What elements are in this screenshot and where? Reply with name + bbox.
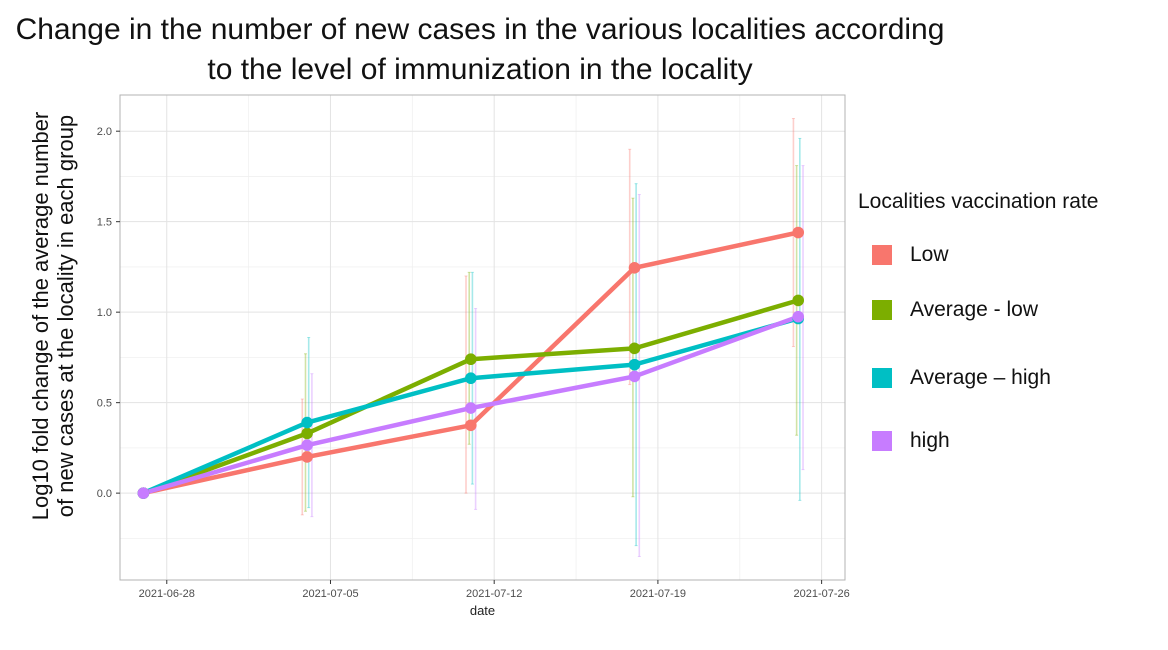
- legend-title: Localities vaccination rate: [858, 190, 1099, 213]
- y-tick-label: 1.0: [97, 307, 112, 319]
- legend-item-average-low: Average - low: [872, 298, 1038, 322]
- data-point-average-low: [465, 353, 477, 366]
- data-points: [137, 226, 805, 499]
- data-point-average-low: [792, 294, 805, 307]
- data-point-average-low: [301, 427, 313, 440]
- data-point-average-high: [301, 416, 313, 429]
- data-point-average-low: [628, 342, 641, 355]
- plot-panel-border: [119, 94, 846, 581]
- grid: [120, 95, 845, 580]
- data-point-average-high: [628, 358, 641, 371]
- data-point-low: [301, 451, 313, 463]
- x-tick-label: 2021-07-19: [630, 588, 686, 600]
- legend-item-low: Low: [872, 243, 949, 267]
- chart-title-line-2: to the level of immunization in the loca…: [207, 53, 753, 86]
- x-axis-label: date: [470, 603, 495, 618]
- y-tick-label: 0.5: [97, 398, 112, 410]
- legend-swatch-average-low: [872, 300, 892, 320]
- chart-title: Change in the number of new cases in the…: [0, 10, 960, 90]
- legend-item-average-high: Average – high: [872, 366, 1051, 390]
- legend-label-average-high: Average – high: [910, 366, 1051, 389]
- x-tick-label: 2021-07-26: [793, 588, 849, 600]
- data-point-high: [628, 370, 641, 383]
- data-point-average-high: [465, 372, 477, 385]
- axis-ticks: 0.0 0.5 1.0 1.5 2.0 2021-06-28 2021-07-05 2021-…: [97, 126, 850, 600]
- data-point-high: [137, 487, 150, 499]
- legend-label-low: Low: [910, 243, 949, 266]
- x-tick-label: 2021-07-12: [466, 588, 522, 600]
- data-point-high: [792, 310, 805, 323]
- x-tick-label: 2021-07-05: [302, 588, 358, 600]
- legend-swatch-low: [872, 245, 892, 265]
- legend-label-average-low: Average - low: [910, 298, 1039, 321]
- data-point-high: [301, 439, 313, 451]
- legend-label-high: high: [910, 429, 950, 452]
- data-point-low: [628, 262, 641, 274]
- legend-item-high: high: [872, 429, 950, 453]
- x-tick-label: 2021-06-28: [139, 588, 195, 600]
- y-tick-label: 1.5: [97, 217, 112, 229]
- data-point-high: [465, 402, 477, 414]
- chart-title-line-1: Change in the number of new cases in the…: [15, 13, 945, 46]
- data-point-low: [792, 226, 805, 239]
- y-tick-label: 0.0: [97, 488, 112, 500]
- legend-swatch-average-high: [872, 368, 892, 388]
- y-tick-label: 2.0: [97, 126, 112, 138]
- data-point-low: [465, 419, 477, 432]
- legend-swatch-high: [872, 431, 892, 451]
